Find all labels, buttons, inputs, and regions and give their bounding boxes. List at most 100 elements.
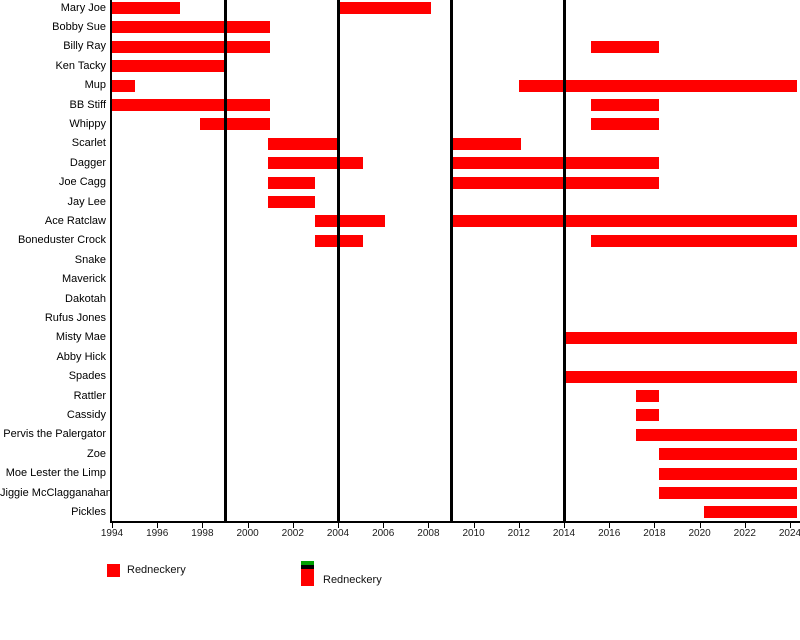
row-label: Scarlet — [71, 137, 106, 150]
timeline-bar — [267, 137, 338, 150]
row-label: Pickles — [71, 505, 106, 518]
x-axis-tick — [609, 523, 611, 528]
timeline-bar — [591, 40, 659, 53]
legend-swatch-stacked — [301, 561, 314, 586]
x-axis-tick-label: 2016 — [598, 528, 621, 539]
row-label: Misty Mae — [55, 331, 106, 344]
timeline-bar — [658, 448, 797, 461]
timeline-bar — [112, 99, 271, 111]
timeline-bar — [658, 487, 797, 499]
x-axis-tick-label: 1996 — [146, 528, 169, 539]
timeline-bar — [453, 176, 659, 189]
x-axis-tick-label: 2012 — [507, 528, 530, 539]
row-label: Boneduster Crock — [17, 234, 106, 247]
legend-red-segment — [301, 569, 314, 586]
x-axis-tick — [428, 523, 430, 528]
x-axis-tick-label: 2022 — [733, 528, 756, 539]
x-axis-tick — [157, 523, 159, 528]
row-label: Snake — [74, 253, 106, 266]
x-axis-tick — [744, 523, 746, 528]
x-axis-tick-label: 2000 — [236, 528, 259, 539]
x-axis-tick — [292, 523, 294, 528]
row-label: Ken Tacky — [55, 59, 106, 72]
timeline-bar — [591, 99, 659, 111]
x-axis-tick-label: 2020 — [688, 528, 711, 539]
x-axis-tick-label: 2006 — [372, 528, 395, 539]
row-label: Jiggie McClagganahan — [0, 486, 112, 499]
row-label: Spades — [68, 370, 106, 383]
x-axis-tick-label: 1994 — [100, 528, 124, 539]
legend-label-redneckery-2: Redneckery — [323, 574, 382, 586]
x-axis-tick-label: 2018 — [643, 528, 666, 539]
timeline-bar — [267, 196, 316, 208]
timeline-bar — [591, 234, 797, 247]
x-axis-tick — [518, 523, 520, 528]
x-axis-tick-label: 2008 — [417, 528, 440, 539]
timeline-bar — [518, 79, 797, 92]
row-label: Rattler — [73, 389, 106, 402]
timeline-bar — [566, 331, 797, 344]
legend-black-segment — [301, 565, 314, 569]
timeline-bar — [267, 157, 363, 170]
row-label: Pervis the Palergator — [3, 428, 106, 441]
timeline-bar — [591, 118, 659, 131]
timeline-bar — [315, 215, 386, 228]
row-label: Whippy — [69, 117, 106, 130]
x-axis-tick-label: 2002 — [281, 528, 304, 539]
timeline-bar — [112, 40, 271, 53]
timeline-bar — [636, 428, 797, 441]
x-axis-tick-label: 2024 — [778, 528, 800, 539]
milestone-line — [223, 0, 227, 521]
timeline-bar — [636, 390, 659, 402]
timeline-bar — [704, 506, 797, 519]
row-label: Maverick — [61, 273, 106, 286]
timeline-bar — [338, 2, 431, 14]
x-axis-tick-label: 2010 — [462, 528, 485, 539]
y-axis-line — [110, 0, 112, 521]
x-axis-tick — [473, 523, 475, 528]
legend-label-redneckery-1: Redneckery — [127, 564, 186, 576]
row-label: Bobby Sue — [52, 20, 106, 33]
row-label: Joe Cagg — [58, 176, 106, 189]
timeline-bar — [658, 467, 797, 480]
timeline-bar — [453, 215, 797, 228]
x-axis-tick-label: 2014 — [552, 528, 576, 539]
timeline-bar — [112, 2, 180, 14]
x-axis-tick — [699, 523, 701, 528]
timeline-bar — [267, 176, 316, 189]
row-label: Moe Lester the Limp — [5, 467, 106, 480]
timeline-bar — [453, 137, 522, 150]
legend-swatch-red — [107, 564, 120, 577]
row-label: Mary Joe — [60, 1, 106, 14]
timeline-bar — [112, 79, 135, 92]
x-axis-tick — [383, 523, 385, 528]
x-axis-tick — [247, 523, 249, 528]
timeline-bar — [112, 21, 271, 34]
row-label: BB Stiff — [69, 98, 106, 111]
timeline-bar — [112, 60, 225, 73]
x-axis-tick — [654, 523, 656, 528]
row-label: Mup — [84, 79, 106, 92]
row-label: Ace Ratclaw — [44, 214, 106, 227]
legend-green-segment — [301, 561, 314, 565]
timeline-bar — [636, 409, 659, 422]
milestone-line — [562, 0, 566, 521]
milestone-line — [449, 0, 453, 521]
row-label: Abby Hick — [56, 350, 106, 363]
row-label: Jay Lee — [67, 195, 106, 208]
x-axis-tick-label: 2004 — [326, 528, 350, 539]
milestone-line — [336, 0, 340, 521]
x-axis-tick-label: 1998 — [191, 528, 214, 539]
x-axis-tick — [202, 523, 204, 528]
x-axis-tick — [338, 523, 339, 528]
timeline-bar — [453, 157, 659, 170]
row-label: Cassidy — [66, 408, 106, 421]
row-label: Dakotah — [65, 292, 106, 305]
row-label: Zoe — [87, 447, 106, 460]
timeline-bar — [566, 370, 797, 383]
row-label: Dagger — [69, 156, 106, 169]
row-label: Billy Ray — [63, 40, 106, 53]
x-axis-tick — [790, 523, 791, 528]
x-axis-tick — [564, 523, 565, 528]
